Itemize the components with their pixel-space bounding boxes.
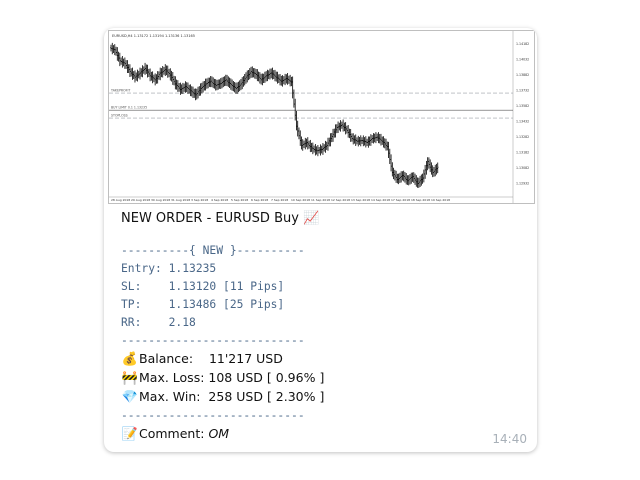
time-axis-label: 30 Aug 2018: [151, 198, 170, 202]
balance-text: Balance: 11'217 USD: [139, 351, 283, 366]
time-axis-label: 19 Sep 2018: [431, 198, 450, 202]
message-timestamp: 14:40: [492, 432, 527, 446]
time-axis-label: 17 Sep 2018: [391, 198, 410, 202]
price-axis-label: 1.13282: [516, 135, 529, 139]
time-axis-label: 10 Sep 2018: [291, 198, 310, 202]
price-axis-label: 1.13732: [516, 89, 529, 93]
price-chart: EURUSD,H4 1.13172 1.13194 1.13136 1.1316…: [109, 31, 529, 203]
time-axis-label: 31 Aug 2018: [171, 198, 190, 202]
order-title: NEW ORDER - EURUSD Buy 📈: [121, 210, 529, 230]
time-axis-label: 18 Sep 2018: [411, 198, 430, 202]
comment-row: 📝Comment: OM: [121, 425, 529, 444]
separator: ---------------------------: [121, 334, 305, 347]
price-axis-label: 1.14182: [516, 42, 529, 46]
time-axis-label: 14 Sep 2018: [371, 198, 390, 202]
risk-reward-line: RR: 2.18: [121, 316, 196, 329]
price-axis-label: 1.13882: [516, 73, 529, 77]
price-axis-label: 1.12932: [516, 182, 529, 186]
stoploss-line: SL: 1.13120 [11 Pips]: [121, 280, 285, 293]
chart-header: EURUSD,H4 1.13172 1.13194 1.13136 1.1316…: [112, 34, 195, 38]
time-axis-label: 6 Sep 2018: [251, 198, 268, 202]
max-win-text: Max. Win: 258 USD [ 2.30% ]: [139, 389, 325, 404]
gem-icon: 💎: [121, 390, 139, 405]
time-axis-label: 5 Sep 2018: [231, 198, 248, 202]
memo-icon: 📝: [121, 427, 139, 442]
message-body: NEW ORDER - EURUSD Buy 📈 ----------{ NEW …: [121, 210, 529, 444]
max-win-row: 💎Max. Win: 258 USD [ 2.30% ]: [121, 388, 529, 407]
separator-new: ----------{ NEW }----------: [121, 244, 305, 257]
time-axis-label: 28 Aug 2018: [111, 198, 130, 202]
price-axis-label: 1.13432: [516, 120, 529, 124]
price-axis-label: 1.13182: [516, 151, 529, 155]
title-text: NEW ORDER - EURUSD Buy: [121, 211, 299, 226]
chart-screenshot[interactable]: EURUSD,H4 1.13172 1.13194 1.13136 1.1316…: [108, 30, 535, 204]
balance-row: 💰Balance: 11'217 USD: [121, 350, 529, 369]
level-label-tp: TAKEPROFIT: [110, 89, 130, 93]
comment-label: Comment:: [139, 426, 209, 441]
time-axis-label: 12 Sep 2018: [331, 198, 350, 202]
time-axis-label: 3 Sep 2018: [191, 198, 208, 202]
max-loss-text: Max. Loss: 108 USD [ 0.96% ]: [139, 370, 325, 385]
message-bubble[interactable]: EURUSD,H4 1.13172 1.13194 1.13136 1.1316…: [104, 28, 537, 452]
price-axis-label: 1.14032: [516, 58, 529, 62]
time-axis-label: 11 Sep 2018: [311, 198, 330, 202]
price-axis-label: 1.13582: [516, 104, 529, 108]
time-axis-label: 13 Sep 2018: [351, 198, 370, 202]
time-axis-label: 4 Sep 2018: [211, 198, 228, 202]
max-loss-row: 🚧Max. Loss: 108 USD [ 0.96% ]: [121, 369, 529, 388]
time-axis-label: 29 Aug 2018: [131, 198, 150, 202]
construction-icon: 🚧: [121, 371, 139, 386]
separator-bottom: ---------------------------: [121, 409, 305, 422]
takeprofit-line: TP: 1.13486 [25 Pips]: [121, 298, 285, 311]
entry-line: Entry: 1.13235: [121, 262, 217, 275]
level-label-sl: STOPLOSS: [111, 114, 128, 118]
comment-value: OM: [208, 426, 230, 441]
money-bag-icon: 💰: [121, 352, 139, 367]
price-axis-label: 1.13082: [516, 166, 529, 170]
chart-increasing-icon: 📈: [302, 211, 320, 226]
level-label-entry: BUY LIMIT 0.1 1.13235: [111, 106, 147, 110]
time-axis-label: 7 Sep 2018: [271, 198, 288, 202]
